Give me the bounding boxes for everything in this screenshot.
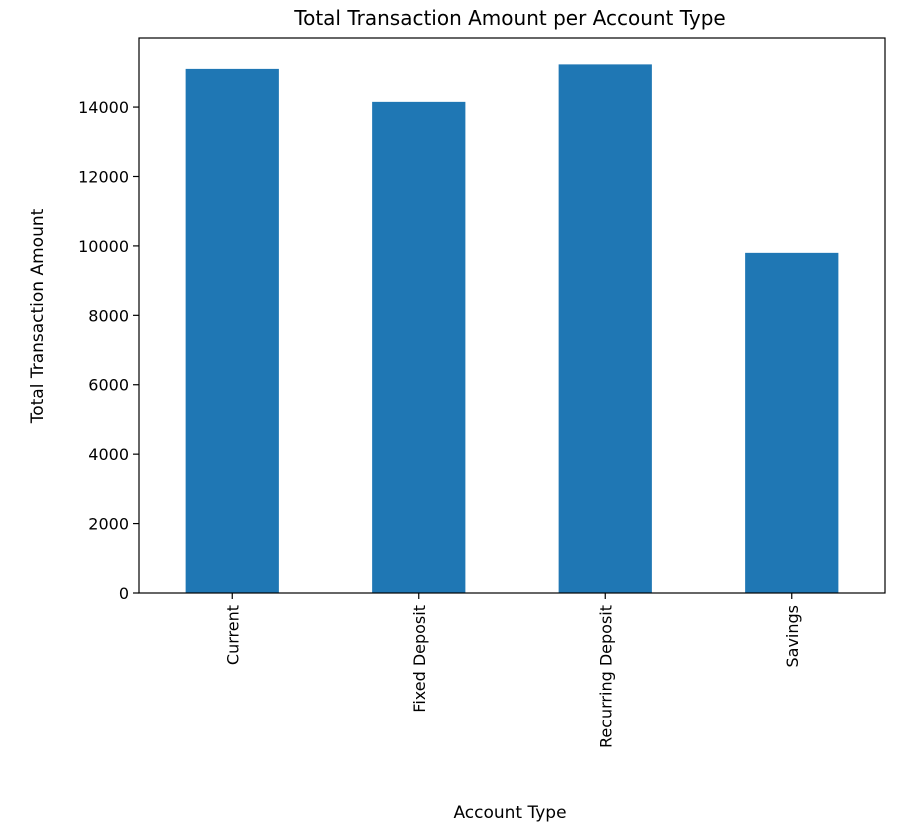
bars-group [185, 64, 839, 594]
x-axis-label: Account Type [453, 803, 566, 823]
bar-recurring-deposit [558, 64, 652, 593]
y-tick-label: 6000 [88, 376, 129, 395]
y-tick-label: 8000 [88, 306, 129, 325]
x-tick-label-recurring-deposit: Recurring Deposit [596, 605, 615, 748]
x-axis-ticks: Current Fixed Deposit Recurring Deposit Sav… [223, 593, 802, 748]
y-tick-label: 12000 [78, 167, 129, 186]
x-tick-label-current: Current [223, 605, 242, 665]
plot-area-frame [138, 37, 886, 594]
y-tick-label: 2000 [88, 515, 129, 534]
bar-fixed-deposit [372, 101, 466, 594]
y-axis-ticks: 0 2000 4000 6000 8000 10000 12000 14000 [78, 98, 139, 603]
chart-title: Total Transaction Amount per Account Typ… [293, 6, 725, 30]
bar-current [185, 68, 279, 593]
y-tick-label: 0 [119, 584, 129, 603]
y-tick-label: 4000 [88, 445, 129, 464]
x-tick-label-fixed-deposit: Fixed Deposit [410, 605, 429, 713]
y-tick-label: 10000 [78, 237, 129, 256]
y-tick-label: 14000 [78, 98, 129, 117]
bar-savings [745, 252, 839, 593]
y-axis-label: Total Transaction Amount [28, 208, 48, 424]
x-tick-label-savings: Savings [783, 605, 802, 668]
